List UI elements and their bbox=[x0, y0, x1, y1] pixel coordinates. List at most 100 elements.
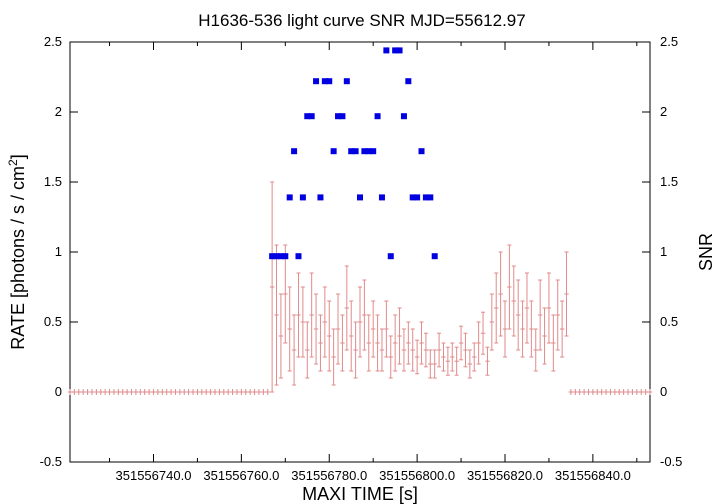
rate-point bbox=[634, 389, 640, 395]
snr-point bbox=[308, 113, 315, 120]
rate-point bbox=[524, 272, 530, 344]
axis-ticks bbox=[70, 41, 650, 463]
snr-point bbox=[431, 253, 438, 260]
y-tick-labels: -0.5 0 0.5 1 1.5 2 2.5 bbox=[40, 34, 62, 469]
y-tick-label: 0.5 bbox=[44, 314, 62, 329]
rate-point bbox=[639, 389, 644, 395]
rate-point bbox=[573, 389, 578, 395]
snr-point bbox=[326, 78, 333, 85]
rate-point bbox=[643, 389, 648, 395]
rate-point bbox=[366, 314, 371, 372]
rate-point bbox=[401, 328, 407, 372]
rate-point bbox=[362, 279, 367, 351]
snr-point bbox=[427, 194, 434, 201]
rate-point bbox=[472, 342, 477, 372]
snr-point bbox=[321, 78, 328, 85]
y-axis-title-right: SNR bbox=[696, 233, 716, 271]
rate-point bbox=[564, 251, 569, 337]
rate-point bbox=[357, 286, 363, 358]
rate-point bbox=[419, 321, 424, 365]
rate-point bbox=[595, 389, 600, 395]
rate-point bbox=[489, 293, 495, 351]
snr-point bbox=[374, 113, 381, 120]
rate-point bbox=[379, 328, 385, 372]
rate-point bbox=[392, 314, 398, 372]
snr-point bbox=[357, 194, 363, 201]
rate-point bbox=[204, 389, 209, 395]
rate-point bbox=[445, 346, 451, 376]
rate-point bbox=[327, 300, 332, 372]
rate-point bbox=[182, 389, 187, 395]
snr-point bbox=[396, 47, 403, 54]
snr-point bbox=[387, 253, 394, 260]
rate-point bbox=[436, 332, 442, 368]
chart-title: H1636-536 light curve SNR MJD=55612.97 bbox=[198, 11, 525, 30]
rate-point bbox=[195, 389, 200, 395]
snr-point bbox=[348, 148, 355, 155]
rate-point bbox=[511, 265, 516, 337]
rate-point bbox=[234, 389, 240, 395]
rate-point bbox=[349, 300, 354, 372]
rate-point bbox=[621, 389, 626, 395]
rate-point bbox=[186, 389, 191, 395]
snr-point bbox=[299, 194, 306, 201]
rate-point bbox=[124, 389, 130, 395]
rate-point bbox=[120, 389, 125, 395]
rate-point bbox=[617, 389, 622, 395]
x-tick-label: 351556840.0 bbox=[555, 468, 631, 483]
snr-point bbox=[317, 194, 324, 201]
rate-point bbox=[577, 389, 582, 395]
rate-point bbox=[515, 279, 521, 351]
rate-point bbox=[151, 389, 156, 395]
rate-point bbox=[85, 389, 90, 395]
y-tick-label: 0 bbox=[55, 384, 62, 399]
rate-point bbox=[76, 389, 81, 395]
snr-point bbox=[400, 113, 407, 120]
snr-point bbox=[383, 47, 390, 54]
rate-point bbox=[225, 389, 231, 395]
y2-tick-label: 0 bbox=[660, 384, 667, 399]
x-tick-label: 351556800.0 bbox=[379, 468, 455, 483]
rate-point bbox=[230, 389, 235, 395]
y2-tick-label: 2 bbox=[660, 104, 667, 119]
rate-point bbox=[590, 389, 596, 395]
rate-point bbox=[208, 389, 213, 395]
rate-point bbox=[603, 389, 609, 395]
rate-point bbox=[480, 311, 486, 355]
rate-point bbox=[599, 389, 604, 395]
rate-point bbox=[551, 314, 556, 372]
rate-point bbox=[274, 244, 279, 386]
rate-point bbox=[278, 293, 284, 379]
rate-point bbox=[111, 389, 117, 395]
rate-point bbox=[542, 307, 547, 365]
rate-point bbox=[296, 272, 301, 358]
snr-point bbox=[361, 148, 368, 155]
rate-point bbox=[581, 389, 587, 395]
rate-point bbox=[608, 389, 613, 395]
rate-point bbox=[559, 300, 565, 358]
rate-point bbox=[173, 389, 178, 395]
y-axis-title-sup: 2 bbox=[6, 159, 20, 166]
rate-point bbox=[533, 328, 538, 372]
y-tick-label: -0.5 bbox=[40, 454, 62, 469]
snr-point bbox=[392, 47, 399, 54]
snr-point bbox=[422, 194, 429, 201]
rate-point bbox=[485, 346, 490, 376]
rate-point bbox=[243, 389, 248, 395]
y-tick-label: 2.5 bbox=[44, 34, 62, 49]
rate-point bbox=[450, 342, 455, 372]
y-axis-title-prefix: RATE [photons / s / cm bbox=[8, 166, 28, 350]
rate-point bbox=[300, 286, 306, 358]
rate-point bbox=[630, 389, 635, 395]
rate-point bbox=[625, 389, 631, 395]
rate-point bbox=[146, 389, 152, 395]
rate-point bbox=[129, 389, 134, 395]
snr-point bbox=[405, 78, 412, 85]
rate-point bbox=[568, 389, 574, 395]
snr-point bbox=[370, 148, 377, 155]
rate-point bbox=[502, 300, 508, 358]
rate-point bbox=[256, 389, 262, 395]
rate-point bbox=[291, 314, 297, 386]
rate-point bbox=[375, 314, 380, 372]
snr-point bbox=[339, 113, 346, 120]
